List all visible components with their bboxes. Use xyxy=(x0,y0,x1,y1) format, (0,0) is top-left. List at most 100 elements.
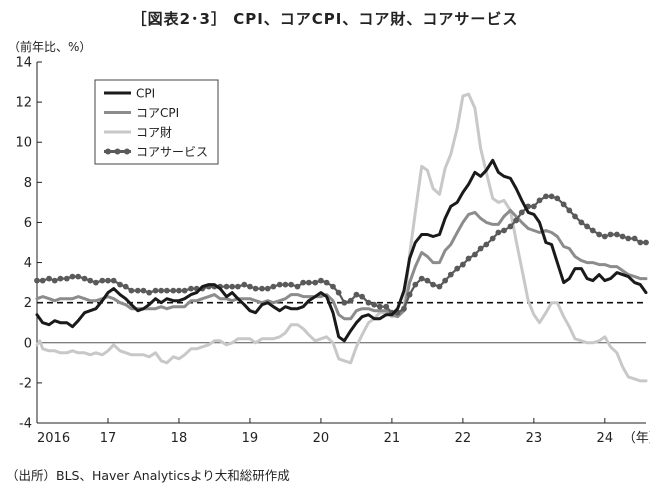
x-tick-label: 23 xyxy=(526,431,543,446)
series-line-0 xyxy=(35,158,648,343)
y-tick-label: -4 xyxy=(19,417,32,432)
series-marker xyxy=(158,287,165,294)
x-tick-label: 24 xyxy=(597,431,614,446)
series-marker xyxy=(613,231,620,238)
series-marker xyxy=(39,277,46,284)
series-marker xyxy=(607,231,614,238)
series-marker xyxy=(247,283,253,290)
series-marker xyxy=(513,217,520,224)
series-marker xyxy=(489,235,496,242)
series-marker xyxy=(229,283,236,290)
series-marker xyxy=(643,239,649,246)
legend-marker xyxy=(114,148,121,155)
series-marker xyxy=(495,229,502,236)
series-marker xyxy=(63,275,70,282)
series-marker xyxy=(418,275,425,282)
series-marker xyxy=(152,287,159,294)
series-marker xyxy=(140,287,147,294)
series-marker xyxy=(578,219,585,226)
series-line-1 xyxy=(35,208,648,321)
series-marker xyxy=(69,273,76,280)
series-marker xyxy=(341,299,348,306)
series-marker xyxy=(259,285,265,292)
series-marker xyxy=(347,297,354,304)
series-marker xyxy=(501,227,507,234)
series-marker xyxy=(146,289,153,296)
series-marker xyxy=(371,301,378,308)
series-marker xyxy=(170,287,177,294)
series-marker xyxy=(188,285,194,292)
series-marker xyxy=(442,277,449,284)
series-marker xyxy=(459,261,466,268)
series-marker xyxy=(318,277,324,284)
series-line-2 xyxy=(35,92,648,383)
series-marker xyxy=(430,281,436,288)
series-marker xyxy=(536,197,543,204)
series-marker xyxy=(87,277,94,284)
series-marker xyxy=(34,277,40,284)
series-marker xyxy=(406,291,413,298)
series-marker xyxy=(477,245,484,252)
series-marker xyxy=(223,283,230,290)
series-marker xyxy=(288,281,295,288)
y-tick-label: 4 xyxy=(24,256,32,271)
series-marker xyxy=(270,283,277,290)
series-marker xyxy=(530,203,537,210)
series-marker xyxy=(134,287,141,294)
series-marker xyxy=(596,231,603,238)
series-marker xyxy=(105,277,111,284)
series-marker xyxy=(241,281,248,288)
legend-marker xyxy=(124,148,130,155)
y-tick-label: 0 xyxy=(24,336,32,351)
series-marker xyxy=(122,283,129,290)
y-tick-label: -2 xyxy=(19,376,32,391)
series-marker xyxy=(93,279,99,286)
reference-lines xyxy=(37,301,646,344)
series-marker xyxy=(631,235,638,242)
series-marker xyxy=(483,241,490,248)
y-axis-unit-label: （前年比、%） xyxy=(8,40,92,54)
series-marker xyxy=(383,303,390,310)
series-marker xyxy=(110,277,117,284)
series-marker xyxy=(335,289,342,296)
series-marker xyxy=(447,271,454,278)
series-marker xyxy=(518,209,525,216)
series-marker xyxy=(181,287,188,294)
series-marker xyxy=(128,287,135,294)
legend-label: コアCPI xyxy=(136,106,179,120)
series-marker xyxy=(176,287,182,294)
series-marker xyxy=(353,291,360,298)
series-marker xyxy=(117,281,123,288)
series-marker xyxy=(163,287,170,294)
series-marker xyxy=(436,283,443,290)
legend-label: コアサービス xyxy=(136,145,208,159)
series-marker xyxy=(424,277,431,284)
y-tick-label: 10 xyxy=(15,136,32,151)
series-marker xyxy=(359,293,365,300)
x-tick-label: 21 xyxy=(384,431,401,446)
x-tick-label: 20 xyxy=(313,431,330,446)
legend-label: コア財 xyxy=(136,125,172,140)
series-marker xyxy=(234,283,241,290)
series-marker xyxy=(543,193,549,200)
x-tick-label: 22 xyxy=(455,431,472,446)
series-marker xyxy=(637,239,644,246)
series-marker xyxy=(554,195,561,202)
y-tick-label: 12 xyxy=(15,96,32,111)
series-marker xyxy=(330,283,336,290)
chart-title: ［図表2･3］ CPI、コアCPI、コア財、コアサービス xyxy=(131,10,519,28)
series-marker xyxy=(589,227,596,234)
series-marker xyxy=(312,279,319,286)
series-marker xyxy=(376,303,383,310)
series-marker xyxy=(465,255,472,262)
series-marker xyxy=(282,281,289,288)
x-axis-unit-label: （年） xyxy=(623,431,650,446)
series-lines xyxy=(34,92,649,383)
series-marker xyxy=(507,223,514,230)
series-marker xyxy=(294,283,301,290)
series-marker xyxy=(300,279,307,286)
source-note: （出所）BLS、Haver Analyticsより大和総研作成 xyxy=(6,468,290,483)
series-marker xyxy=(625,235,632,242)
series-marker xyxy=(264,285,271,292)
